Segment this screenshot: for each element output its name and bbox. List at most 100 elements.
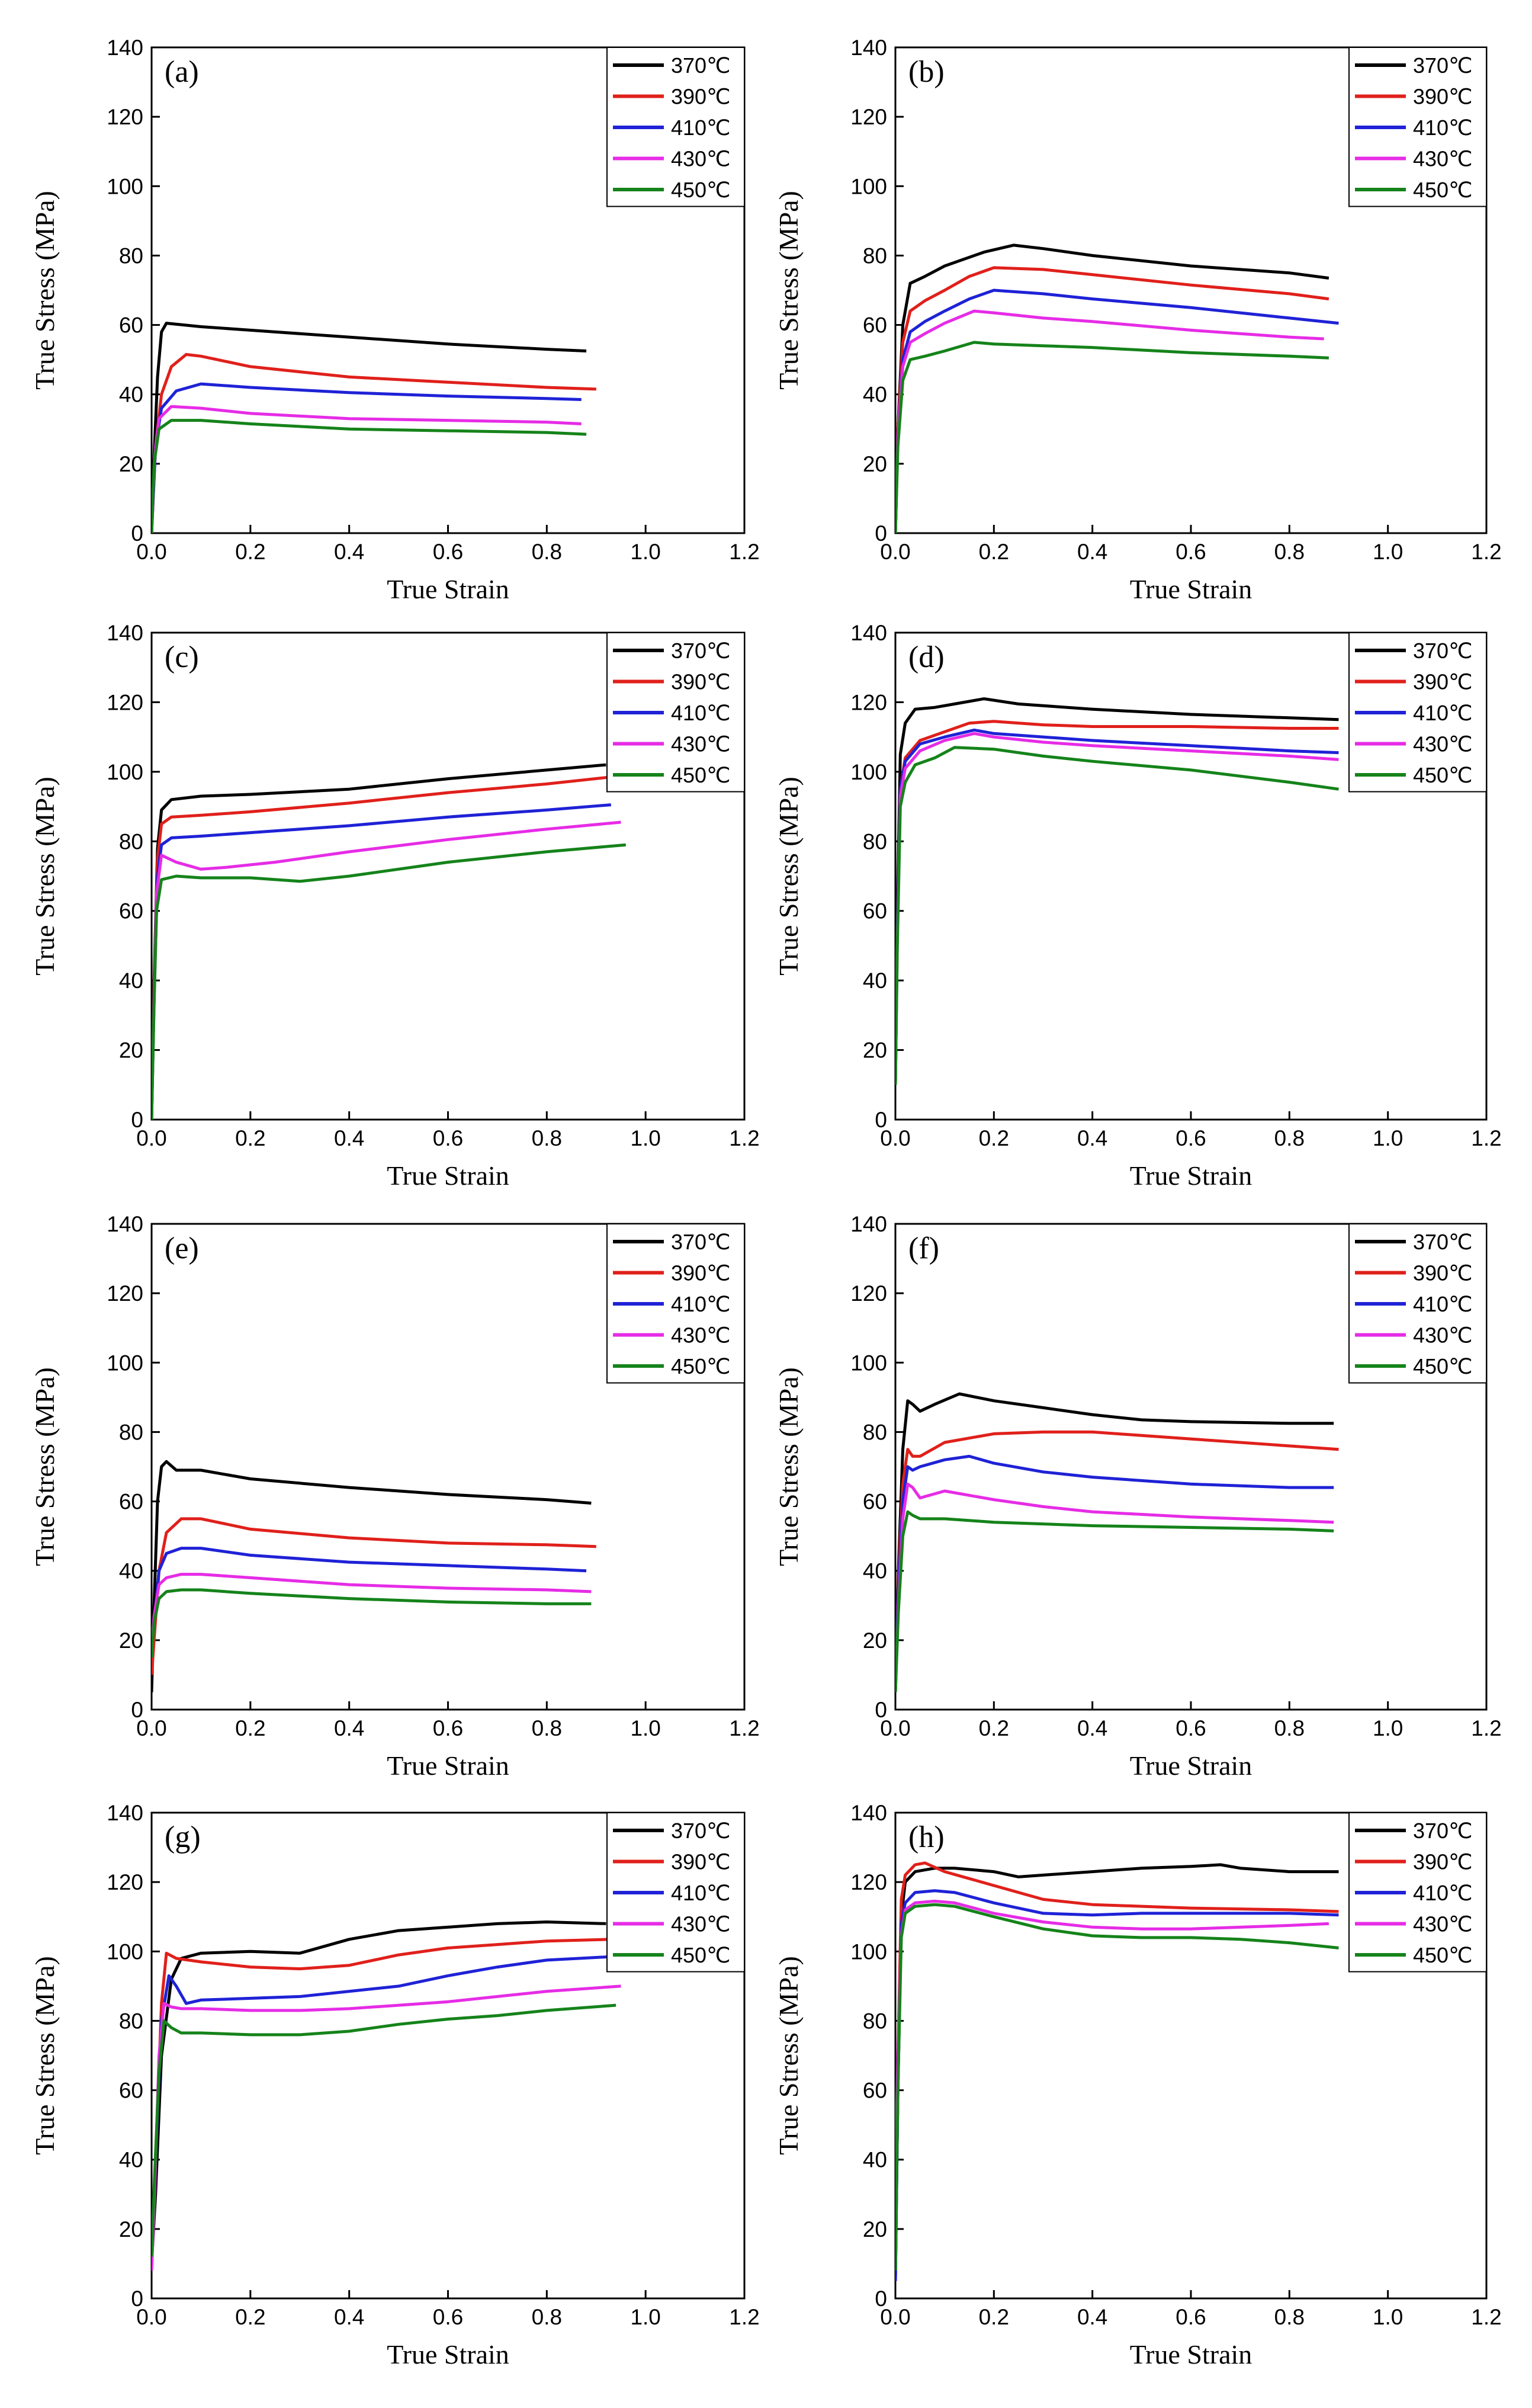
series-line [152, 1984, 621, 2271]
series-line [895, 288, 1339, 533]
x-axis-title: True Strain [1130, 1160, 1252, 1191]
x-tick-label: 0.8 [532, 1716, 562, 1740]
series-line [895, 746, 1339, 1085]
legend-label: 390℃ [671, 85, 731, 109]
series-line [895, 732, 1339, 1085]
legend-label: 390℃ [671, 1261, 731, 1285]
x-tick-label: 0.4 [1077, 1716, 1107, 1740]
y-tick-label: 60 [119, 2079, 143, 2103]
legend-label: 450℃ [671, 178, 731, 202]
y-tick-label: 40 [119, 1559, 143, 1583]
y-tick-label: 140 [107, 621, 143, 645]
x-tick-label: 1.0 [1373, 2305, 1403, 2329]
legend-label: 390℃ [671, 1850, 731, 1874]
x-tick-label: 0.8 [1274, 1126, 1305, 1150]
legend-label: 370℃ [1413, 53, 1473, 78]
x-tick-label: 0.8 [1274, 2305, 1305, 2329]
x-tick-label: 0.0 [880, 540, 910, 564]
y-tick-label: 20 [863, 2217, 887, 2242]
legend-label: 370℃ [1413, 639, 1473, 663]
panel-label: (f) [908, 1232, 939, 1265]
panel-label: (b) [908, 55, 945, 89]
legend-label: 430℃ [671, 147, 731, 171]
x-axis-title: True Strain [1130, 2339, 1252, 2369]
y-tick-label: 100 [850, 1939, 887, 1964]
series-line [152, 820, 621, 1120]
x-tick-label: 0.6 [433, 1716, 463, 1740]
y-tick-label: 120 [107, 1870, 143, 1894]
legend-label: 430℃ [1413, 1323, 1473, 1348]
series-line [152, 419, 587, 533]
x-tick-label: 1.2 [1471, 1126, 1501, 1150]
x-tick-label: 0.6 [1176, 1716, 1206, 1740]
x-tick-label: 0.6 [1176, 2305, 1206, 2329]
x-tick-label: 0.0 [136, 540, 166, 564]
legend-label: 450℃ [1413, 178, 1473, 202]
y-tick-label: 120 [107, 690, 143, 714]
legend-label: 410℃ [671, 1292, 731, 1316]
y-tick-label: 20 [119, 1038, 143, 1063]
y-tick-label: 80 [119, 2009, 143, 2033]
x-tick-label: 1.0 [630, 1716, 660, 1740]
series-line [895, 1454, 1334, 1692]
y-tick-label: 80 [863, 1420, 887, 1444]
x-tick-label: 0.0 [880, 2305, 910, 2329]
legend-label: 410℃ [671, 1881, 731, 1905]
y-tick-label: 40 [863, 1559, 887, 1583]
legend-label: 370℃ [671, 1819, 731, 1843]
series-line [152, 405, 582, 533]
legend-label: 410℃ [1413, 1881, 1473, 1905]
y-tick-label: 100 [107, 174, 143, 198]
chart-panel: 0.0 0.2 0.4 0.6 0.8 1.0 1.2 0 20 40 60 80 100 120 140 T… [30, 621, 760, 1191]
y-tick-label: 0 [131, 521, 143, 546]
series-line [895, 266, 1329, 533]
y-tick-label: 100 [850, 174, 887, 198]
y-tick-label: 80 [863, 243, 887, 268]
legend-label: 430℃ [1413, 732, 1473, 756]
x-tick-label: 0.0 [136, 1126, 166, 1150]
chart-panel: 0.0 0.2 0.4 0.6 0.8 1.0 1.2 0 20 40 60 80 100 120 140 T… [773, 36, 1502, 604]
series-line [895, 1899, 1329, 2178]
x-tick-label: 0.2 [235, 2305, 265, 2329]
series-line [152, 763, 606, 1120]
series-line [152, 352, 596, 533]
series-line [152, 1588, 592, 1658]
series-line [895, 1889, 1339, 2281]
y-tick-label: 100 [850, 1351, 887, 1375]
y-tick-label: 80 [119, 243, 143, 268]
series-line [152, 2003, 616, 2257]
x-tick-label: 1.0 [1373, 540, 1403, 564]
x-tick-label: 0.8 [1274, 540, 1305, 564]
y-tick-label: 80 [119, 1420, 143, 1444]
series-line [152, 1460, 592, 1692]
x-tick-label: 0.8 [532, 1126, 562, 1150]
x-tick-label: 0.8 [532, 2305, 562, 2329]
y-tick-label: 140 [107, 36, 143, 60]
y-tick-label: 60 [119, 1490, 143, 1514]
chart-panel: 0.0 0.2 0.4 0.6 0.8 1.0 1.2 0 20 40 60 80 100 120 140 T… [773, 621, 1502, 1191]
legend-label: 410℃ [1413, 1292, 1473, 1316]
legend-label: 390℃ [1413, 85, 1473, 109]
y-tick-label: 0 [131, 2287, 143, 2311]
panel-label: (a) [165, 55, 199, 89]
chart-panel: 0.0 0.2 0.4 0.6 0.8 1.0 1.2 0 20 40 60 80 100 120 140 T… [773, 1212, 1502, 1781]
y-axis-title: True Stress (MPa) [773, 1367, 804, 1566]
legend-label: 450℃ [1413, 1354, 1473, 1378]
x-tick-label: 0.2 [979, 1716, 1009, 1740]
legend-label: 390℃ [1413, 670, 1473, 694]
legend-box [606, 632, 745, 793]
x-tick-label: 0.4 [334, 1126, 364, 1150]
x-tick-label: 1.0 [630, 540, 660, 564]
legend-label: 450℃ [671, 1354, 731, 1378]
y-tick-label: 40 [119, 383, 143, 407]
y-tick-label: 120 [107, 105, 143, 129]
y-tick-label: 80 [119, 829, 143, 854]
y-axis-title: True Stress (MPa) [30, 191, 60, 390]
series-line [152, 1938, 611, 2264]
y-tick-label: 120 [107, 1281, 143, 1306]
legend-label: 370℃ [671, 639, 731, 663]
series-line [895, 1510, 1334, 1692]
y-tick-label: 40 [863, 383, 887, 407]
chart-panel: 0.0 0.2 0.4 0.6 0.8 1.0 1.2 0 20 40 60 80 100 120 140 T… [773, 1801, 1502, 2369]
